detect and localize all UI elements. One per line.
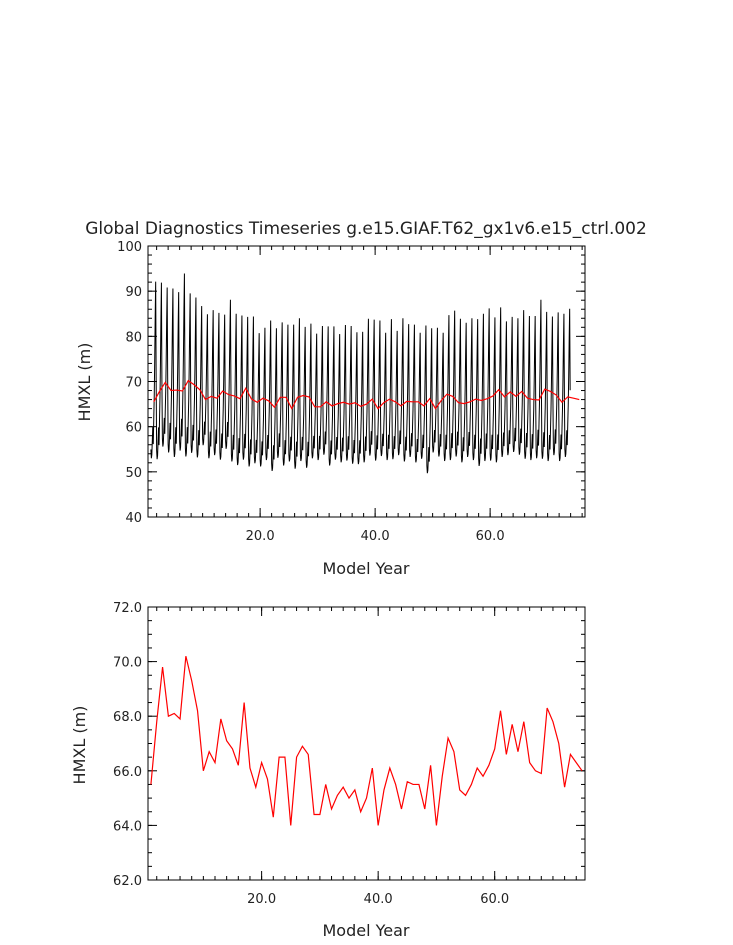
bottom-panel: 20.0 40.0 60.0 62.0 64.0 66.0 68.0 70.0 72.0 Mod…	[70, 601, 586, 940]
y-tick-label: 66.0	[113, 765, 142, 780]
chart-title: Global Diagnostics Timeseries g.e15.GIAF…	[85, 219, 647, 239]
x-tick-label: 20.0	[246, 529, 275, 544]
monthly-series-line	[150, 273, 571, 474]
top-ticks: 20.0 40.0 60.0 40 50 60 70 80 90 100	[117, 240, 585, 544]
annual-mean-line	[153, 379, 580, 410]
y-tick-label: 100	[117, 240, 142, 255]
y-tick-label: 50	[125, 466, 142, 481]
top-series	[150, 273, 580, 474]
bottom-series	[150, 656, 583, 826]
y-tick-label: 62.0	[113, 874, 142, 889]
y-tick-label: 68.0	[113, 710, 142, 725]
bottom-ticks: 20.0 40.0 60.0 62.0 64.0 66.0 68.0 70.0 72.0	[113, 601, 585, 907]
top-panel: 20.0 40.0 60.0 40 50 60 70 80 90 100 Model Year H…	[75, 240, 586, 578]
top-y-axis-label: HMXL (m)	[75, 343, 94, 422]
y-tick-label: 70	[125, 376, 142, 391]
annual-mean-line	[150, 656, 583, 826]
y-tick-label: 60	[125, 421, 142, 436]
x-tick-label: 60.0	[476, 529, 505, 544]
x-tick-label: 20.0	[247, 892, 276, 907]
bottom-y-axis-label: HMXL (m)	[70, 706, 89, 785]
y-tick-label: 80	[125, 330, 142, 345]
y-tick-label: 64.0	[113, 819, 142, 834]
y-tick-label: 40	[125, 511, 142, 526]
bottom-x-axis-label: Model Year	[323, 921, 410, 940]
y-tick-label: 90	[125, 285, 142, 300]
x-tick-label: 40.0	[364, 892, 393, 907]
y-tick-label: 72.0	[113, 601, 142, 616]
top-x-axis-label: Model Year	[323, 559, 410, 578]
x-tick-label: 40.0	[361, 529, 390, 544]
x-tick-label: 60.0	[480, 892, 509, 907]
y-tick-label: 70.0	[113, 656, 142, 671]
